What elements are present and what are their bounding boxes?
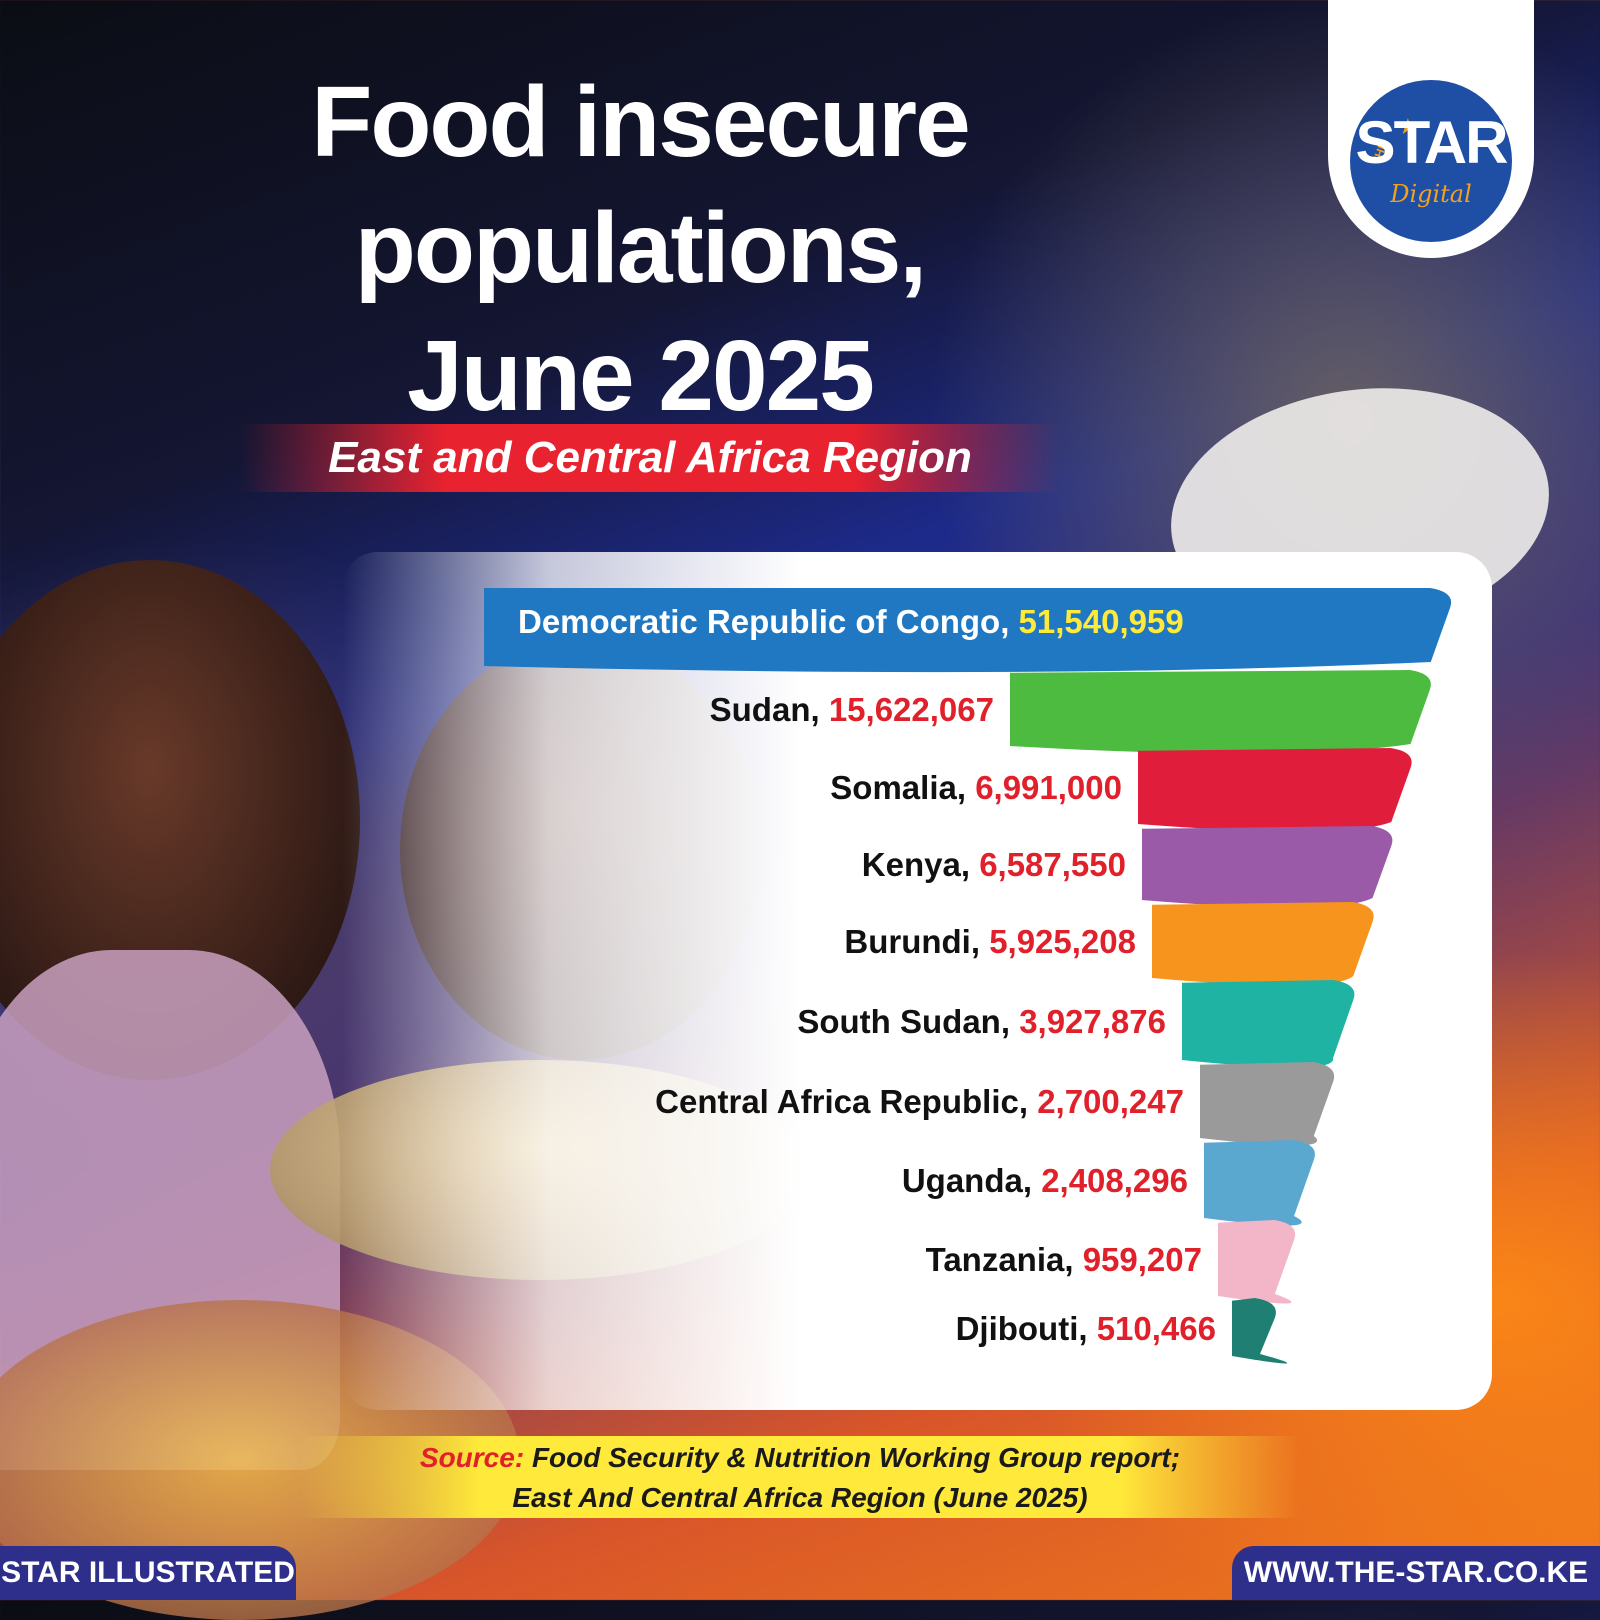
footer-left-label: STAR ILLUSTRATED <box>0 1546 296 1600</box>
category-label-6: South Sudan, <box>797 1003 1019 1040</box>
funnel-bar-8 <box>1204 1140 1315 1226</box>
bar-label-3: Somalia, 6,991,000 <box>830 769 1122 806</box>
bar-label-6: South Sudan, 3,927,876 <box>797 1003 1166 1040</box>
funnel-bar-9 <box>1218 1220 1296 1304</box>
bar-label-1: Democratic Republic of Congo, 51,540,959 <box>518 603 1184 640</box>
value-label-9: 959,207 <box>1083 1241 1202 1278</box>
value-label-8: 2,408,296 <box>1041 1162 1188 1199</box>
category-label-5: Burundi, <box>844 923 989 960</box>
category-label-8: Uganda, <box>902 1162 1041 1199</box>
category-label-3: Somalia, <box>830 769 975 806</box>
bar-label-8: Uganda, 2,408,296 <box>902 1162 1188 1199</box>
value-label-1: 51,540,959 <box>1019 603 1184 640</box>
value-label-4: 6,587,550 <box>979 846 1126 883</box>
source-line-2: East And Central Africa Region (June 202… <box>512 1482 1088 1513</box>
funnel-bar-1 <box>484 588 1452 673</box>
category-label-1: Democratic Republic of Congo, <box>518 603 1019 640</box>
logo-tagline: Digital <box>1390 180 1472 208</box>
funnel-bar-4 <box>1142 826 1393 908</box>
category-label-7: Central Africa Republic, <box>655 1083 1037 1120</box>
value-label-2: 15,622,067 <box>829 691 994 728</box>
bar-label-9: Tanzania, 959,207 <box>926 1241 1202 1278</box>
title-line-2: populations, <box>354 192 927 304</box>
funnel-bar-2 <box>1010 670 1431 754</box>
star-icon: ★ <box>1398 114 1418 139</box>
footer-url-link[interactable]: WWW.THE-STAR.CO.KE <box>1232 1546 1600 1600</box>
title-line-3: June 2025 <box>407 320 875 432</box>
logo-name: STAR <box>1355 109 1509 176</box>
funnel-bar-3 <box>1138 748 1412 832</box>
funnel-bar-6 <box>1182 980 1355 1068</box>
bar-label-4: Kenya, 6,587,550 <box>862 846 1126 883</box>
value-label-6: 3,927,876 <box>1019 1003 1166 1040</box>
category-label-2: Sudan, <box>710 691 829 728</box>
title-line-1: Food insecure <box>311 66 970 178</box>
bar-label-2: Sudan, 15,622,067 <box>710 691 994 728</box>
source-label: Source: <box>419 1442 525 1473</box>
bar-label-5: Burundi, 5,925,208 <box>844 923 1136 960</box>
funnel-chart: Democratic Republic of Congo, 51,540,959… <box>484 588 1452 1364</box>
subtitle-band <box>240 424 1060 492</box>
source-text-1: Food Security & Nutrition Working Group … <box>531 1442 1181 1473</box>
category-label-4: Kenya, <box>862 846 979 883</box>
bar-label-7: Central Africa Republic, 2,700,247 <box>655 1083 1184 1120</box>
logo-tab: ★ THE STAR Digital <box>1328 0 1534 258</box>
value-label-7: 2,700,247 <box>1037 1083 1184 1120</box>
value-label-10: 510,466 <box>1097 1310 1216 1347</box>
subtitle: East and Central Africa Region <box>328 433 972 482</box>
category-label-10: Djibouti, <box>956 1310 1097 1347</box>
source-band <box>300 1436 1300 1518</box>
value-label-5: 5,925,208 <box>989 923 1136 960</box>
source-line-1: Source: Food Security & Nutrition Workin… <box>300 1442 1300 1474</box>
funnel-bar-7 <box>1200 1062 1335 1146</box>
funnel-bar-10 <box>1232 1298 1288 1364</box>
bar-label-10: Djibouti, 510,466 <box>956 1310 1216 1347</box>
category-label-9: Tanzania, <box>926 1241 1083 1278</box>
chart-card: Democratic Republic of Congo, 51,540,959… <box>342 552 1492 1410</box>
star-logo: ★ THE STAR Digital <box>1350 80 1512 242</box>
funnel-bar-5 <box>1152 902 1374 986</box>
value-label-3: 6,991,000 <box>975 769 1122 806</box>
